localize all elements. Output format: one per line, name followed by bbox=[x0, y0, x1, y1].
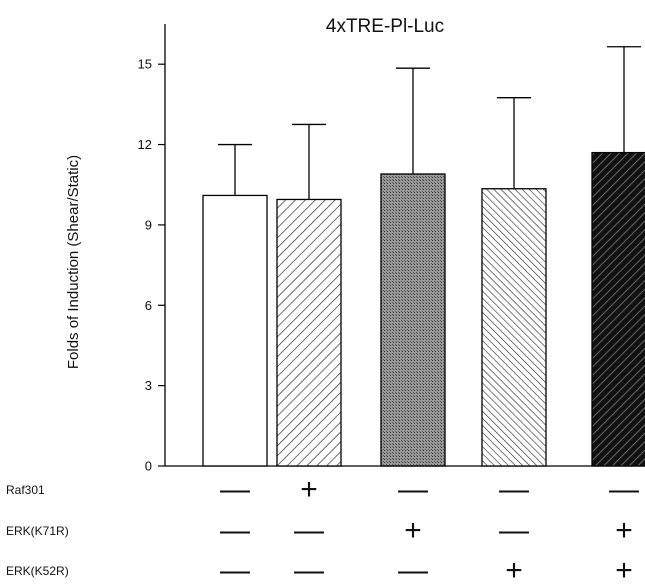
y-axis-ticks: 0 3 6 9 12 15 bbox=[138, 57, 165, 474]
plus-sign: + bbox=[615, 514, 633, 547]
plus-sign: + bbox=[404, 514, 422, 547]
minus-sign: — bbox=[220, 514, 250, 547]
minus-sign: — bbox=[499, 514, 529, 547]
chart-title: 4xTRE-Pl-Luc bbox=[326, 16, 444, 37]
bar bbox=[276, 198, 342, 467]
minus-sign: — bbox=[220, 473, 250, 506]
y-tick-label: 6 bbox=[145, 298, 152, 313]
minus-sign: — bbox=[609, 473, 639, 506]
plus-sign: + bbox=[615, 554, 633, 584]
minus-sign: — bbox=[398, 554, 428, 584]
bar bbox=[591, 151, 645, 467]
minus-sign: — bbox=[398, 473, 428, 506]
bar bbox=[380, 173, 446, 467]
condition-row-label: ERK(K52R) bbox=[6, 564, 69, 578]
y-tick-label: 3 bbox=[145, 378, 152, 393]
condition-row-label: ERK(K71R) bbox=[6, 524, 69, 538]
y-axis-label: Folds of Induction (Shear/Static) bbox=[65, 155, 82, 369]
y-tick-label: 12 bbox=[138, 137, 152, 152]
condition-table: Raf301 — + — — — ERK(K71R) — — + — + ERK(K52R) — — — + + bbox=[6, 473, 639, 584]
y-tick-label: 0 bbox=[145, 459, 152, 474]
condition-row-label: Raf301 bbox=[6, 483, 45, 497]
minus-sign: — bbox=[499, 473, 529, 506]
minus-sign: — bbox=[220, 554, 250, 584]
y-tick-label: 9 bbox=[145, 217, 152, 232]
minus-sign: — bbox=[294, 554, 324, 584]
bar bbox=[202, 194, 268, 467]
bars-group bbox=[202, 46, 645, 467]
y-tick-label: 15 bbox=[138, 57, 152, 72]
plus-sign: + bbox=[505, 554, 523, 584]
plus-sign: + bbox=[300, 473, 318, 506]
bar bbox=[481, 188, 547, 467]
minus-sign: — bbox=[294, 514, 324, 547]
